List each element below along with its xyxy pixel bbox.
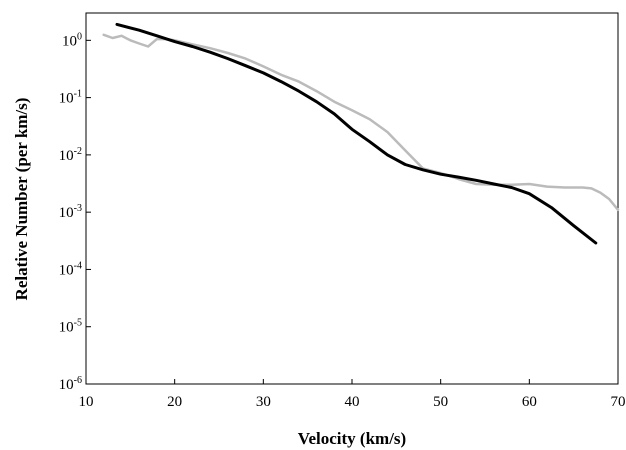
x-tick-label: 10 <box>79 394 94 410</box>
series-layer <box>102 22 620 245</box>
series-line-gray <box>102 33 620 212</box>
y-tick-label: 10-5 <box>59 318 82 336</box>
x-tick-label: 20 <box>167 394 182 410</box>
x-axis-ticks: 10 20 30 40 50 60 70 <box>79 379 626 410</box>
x-axis-title: Velocity (km/s) <box>298 429 406 448</box>
y-axis-title: Relative Number (per km/s) <box>12 98 31 301</box>
x-tick-label: 60 <box>522 394 537 410</box>
y-tick-label: 10-4 <box>59 260 82 278</box>
y-tick-label: 10-3 <box>59 203 82 221</box>
x-tick-label: 70 <box>611 394 626 410</box>
x-tick-label: 50 <box>433 394 448 410</box>
y-tick-label: 10-6 <box>59 375 82 393</box>
y-tick-label: 100 <box>62 31 82 49</box>
series-line-black <box>115 22 598 245</box>
x-tick-label: 40 <box>345 394 360 410</box>
x-tick-label: 30 <box>256 394 271 410</box>
y-tick-label: 10-1 <box>59 89 82 107</box>
y-axis-ticks: 100 10-1 10-2 10-3 10-4 10-5 10-6 <box>59 31 91 393</box>
y-tick-label: 10-2 <box>59 146 82 164</box>
